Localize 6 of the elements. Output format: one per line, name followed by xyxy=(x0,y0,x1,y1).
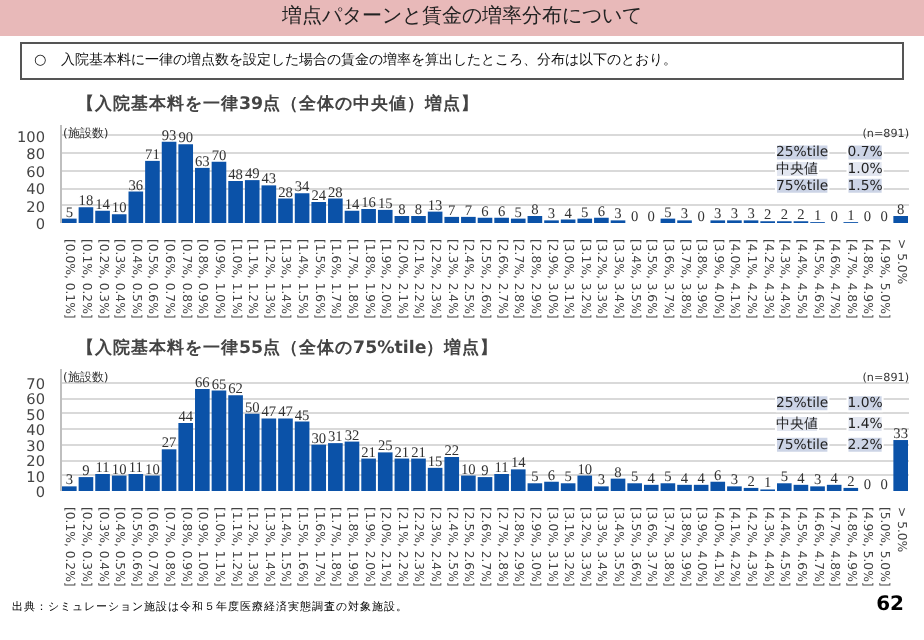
text: 増点パターンと賃金の増率分布について xyxy=(0,0,924,37)
text: 62 xyxy=(876,592,904,620)
chart-title: 【入院基本料を一律55点（全体の75%tile）増点】 xyxy=(77,335,499,359)
chart-title: 【入院基本料を一律39点（全体の中央値）増点】 xyxy=(77,91,480,115)
bar xyxy=(893,216,908,223)
bar xyxy=(893,440,908,491)
